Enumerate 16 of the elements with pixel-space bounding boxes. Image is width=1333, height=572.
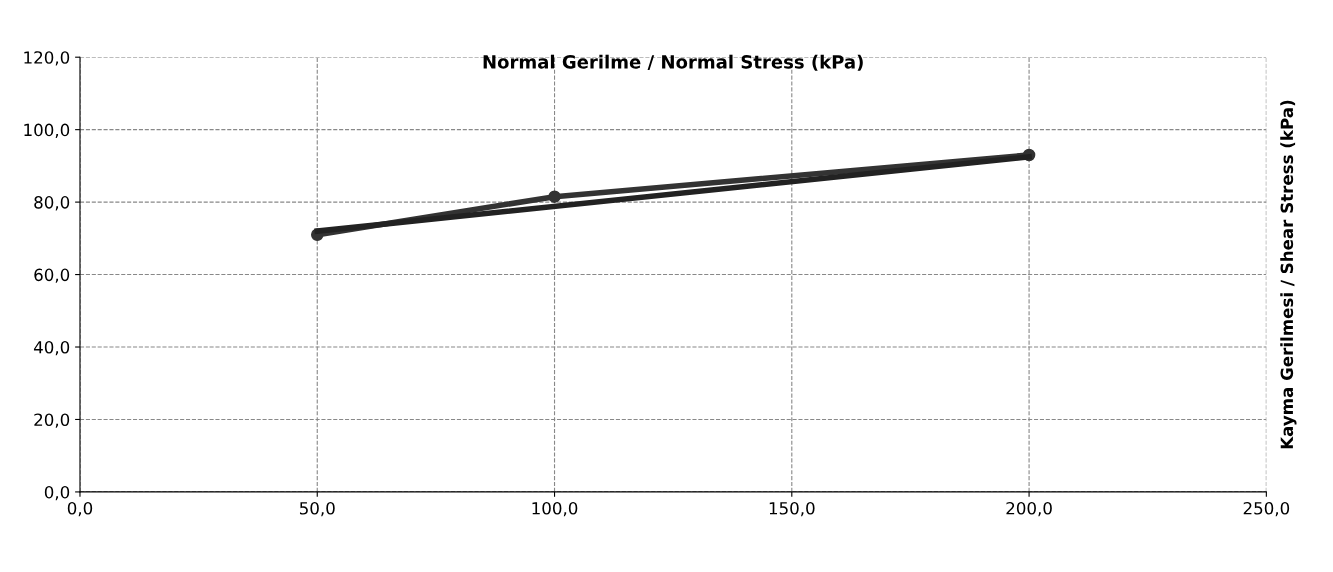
x-tick-label: 50,0 [299, 501, 335, 517]
y-tick-label: 0,0 [44, 485, 70, 501]
x-tick-label: 100,0 [532, 501, 578, 517]
y-tick-label: 20,0 [34, 413, 70, 428]
y-tick-label: 60,0 [34, 268, 70, 283]
y-tick-label: 120,0 [24, 51, 70, 66]
point [548, 190, 561, 203]
x-tick-label: 0,0 [67, 501, 93, 517]
y-tick-label: 80,0 [34, 196, 70, 211]
y-tick-label: 40,0 [33, 340, 70, 356]
y-tick-label: 100,0 [24, 123, 70, 138]
x-tick-label: 200,0 [1006, 501, 1052, 517]
x-tick-label: 150,0 [769, 501, 815, 517]
y-axis-title: Kayma Gerilmesi / Shear Stress (kPa) [1280, 100, 1297, 449]
x-tick-label: 250,0 [1243, 501, 1290, 517]
chart-title: Normal Gerilme / Normal Stress (kPa) [483, 54, 863, 71]
